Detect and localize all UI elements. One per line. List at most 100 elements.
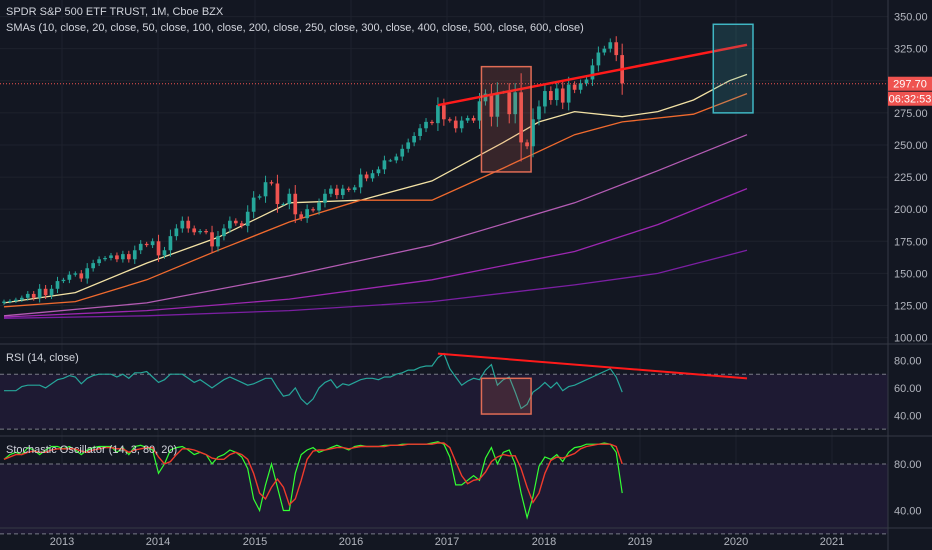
candle-body xyxy=(61,279,66,282)
candle-body xyxy=(436,105,440,124)
candle-body xyxy=(566,84,571,103)
stochastic-legend: Stochastic Oscillator (14, 3, 80, 20) xyxy=(6,444,178,456)
stochastic-pane xyxy=(3,441,623,520)
candle-body xyxy=(572,84,577,90)
rsi-axis-label: 60.00 xyxy=(894,383,922,395)
sma-line xyxy=(3,73,748,304)
candle-body xyxy=(43,288,48,296)
candle-body xyxy=(228,220,232,229)
candle-body xyxy=(406,142,411,149)
candle-body xyxy=(121,254,125,260)
drawing-annotations[interactable] xyxy=(437,23,754,415)
candle-body xyxy=(37,288,42,298)
candle-body xyxy=(495,92,500,117)
candle-body xyxy=(299,214,304,219)
candle-body xyxy=(471,118,476,121)
candle-body xyxy=(442,105,446,120)
price-axis-label: 325.00 xyxy=(894,44,928,56)
candle-body xyxy=(346,188,351,190)
time-axis-label: 2019 xyxy=(628,536,652,548)
candle-body xyxy=(162,250,167,256)
candle-body xyxy=(269,182,274,184)
candle-body xyxy=(513,92,518,115)
sma-line xyxy=(3,134,748,317)
candle-body xyxy=(222,228,226,237)
candle-body xyxy=(305,209,309,219)
candle-body xyxy=(239,223,244,226)
price-tag-value: 297.70 xyxy=(893,79,927,91)
rsi-trendline xyxy=(437,352,748,380)
time-axis-label: 2015 xyxy=(243,536,267,548)
candle-body xyxy=(317,202,321,211)
candle-body xyxy=(614,42,619,56)
candle-body xyxy=(335,188,339,196)
candle-body xyxy=(483,93,488,102)
chart-title: SPDR S&P 500 ETF TRUST, 1M, Cboe BZX xyxy=(6,6,224,18)
candle-body xyxy=(91,263,96,269)
candle-body xyxy=(156,241,161,256)
candle-body xyxy=(138,243,143,251)
candle-body xyxy=(596,52,601,66)
candle-body xyxy=(263,182,268,197)
candle-body xyxy=(192,228,197,233)
price-tag xyxy=(888,76,932,91)
candle-body xyxy=(519,92,523,143)
candle-body xyxy=(19,297,24,300)
candle-body xyxy=(531,119,535,147)
candle-body xyxy=(323,193,327,203)
candle-body xyxy=(430,121,434,124)
time-axis-label: 2018 xyxy=(532,536,556,548)
candle-body xyxy=(150,241,155,246)
candle-body xyxy=(25,293,30,298)
price-axis-label: 275.00 xyxy=(894,108,928,120)
candle-body xyxy=(418,128,422,136)
candle-body xyxy=(287,193,292,205)
candle-body xyxy=(67,274,72,280)
recent-drop-box xyxy=(712,23,754,114)
candle-body xyxy=(584,79,589,84)
candle-body xyxy=(590,65,595,80)
countdown-tag-value: 06:32:53 xyxy=(889,94,932,106)
candle-body xyxy=(103,257,107,260)
candle-body xyxy=(31,293,36,298)
price-axis-label: 125.00 xyxy=(894,300,928,312)
stoch-d-line xyxy=(3,442,623,506)
candle-body xyxy=(49,288,54,296)
time-axis-label: 2017 xyxy=(435,536,459,548)
candle-body xyxy=(210,232,214,247)
candle-body xyxy=(549,91,553,101)
candle-body xyxy=(198,231,202,233)
candle-body xyxy=(174,228,179,237)
price-axis-label: 350.00 xyxy=(894,12,928,24)
rsi-axis-label: 80.00 xyxy=(894,355,922,367)
candle-body xyxy=(459,120,464,129)
candle-body xyxy=(233,220,238,224)
candle-body xyxy=(602,48,607,53)
candle-body xyxy=(507,92,512,115)
candle-body xyxy=(352,187,357,190)
candle-body xyxy=(126,254,131,260)
candle-body xyxy=(560,88,565,103)
candle-body xyxy=(311,209,315,211)
time-axis-label: 2014 xyxy=(146,536,170,548)
candle-body xyxy=(447,119,452,121)
candle-body xyxy=(578,83,583,90)
candle-body xyxy=(489,93,494,117)
candle-body xyxy=(424,121,428,129)
candle-body xyxy=(79,273,84,279)
candle-body xyxy=(329,188,333,194)
candle-body xyxy=(144,243,149,246)
candle-body xyxy=(55,281,60,289)
sma-line xyxy=(3,92,748,308)
candle-body xyxy=(168,236,173,251)
candle-body xyxy=(465,118,470,121)
sma-line xyxy=(3,249,748,319)
candle-body xyxy=(340,188,345,196)
candle-body xyxy=(412,135,416,143)
rsi-axis-label: 40.00 xyxy=(894,410,922,422)
rsi-legend: RSI (14, close) xyxy=(6,352,79,364)
candle-body xyxy=(608,42,613,49)
rsi-line xyxy=(4,352,623,410)
